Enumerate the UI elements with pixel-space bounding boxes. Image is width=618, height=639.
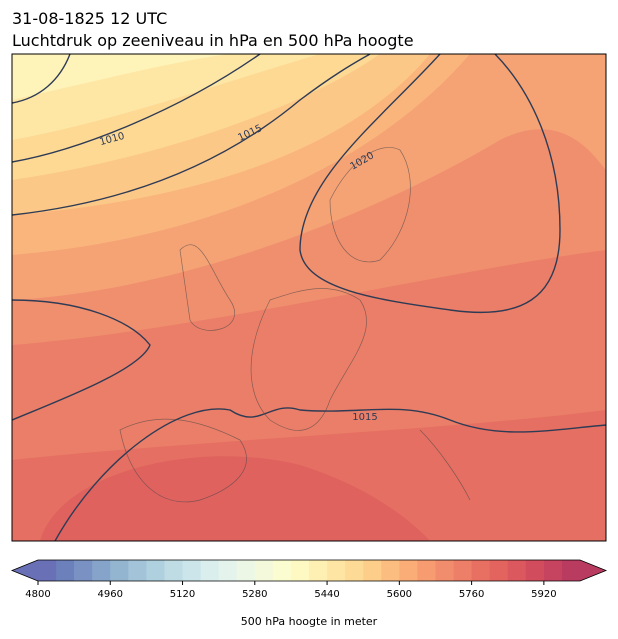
- colorbar-segment: [200, 560, 220, 581]
- colorbar-segment: [363, 560, 382, 581]
- map-frame: [11, 53, 607, 542]
- colorbar-extend-high: [580, 560, 606, 581]
- colorbar-segment: [417, 560, 436, 581]
- colorbar-label: 500 hPa hoogte in meter: [241, 615, 378, 628]
- colorbar-segment: [182, 560, 202, 581]
- colorbar-tick-label: 5760: [459, 589, 484, 600]
- isobar: [12, 54, 71, 104]
- colorbar-segment: [236, 560, 256, 581]
- isobar: [12, 299, 151, 421]
- colorbar-segment: [56, 560, 75, 581]
- colorbar-segment: [92, 560, 111, 581]
- colorbar-tick-label: 5440: [314, 589, 339, 600]
- isobar: [54, 407, 606, 541]
- colorbar-segment: [38, 560, 57, 581]
- map-subtitle: Luchtdruk op zeeniveau in hPa en 500 hPa…: [12, 31, 414, 50]
- colorbar-segment: [525, 560, 545, 581]
- colorbar-outline: [10, 559, 608, 582]
- colorbar-segment: [164, 560, 184, 581]
- colorbar-segment: [327, 560, 346, 581]
- colorbar-tick-label: 5280: [242, 589, 267, 600]
- colorbar-segment: [381, 560, 400, 581]
- colorbar-tick-label: 5920: [531, 589, 556, 600]
- colorbar-segment: [507, 560, 527, 581]
- isobar: [299, 54, 561, 314]
- colorbar-tick-label: 5600: [387, 589, 412, 600]
- map-area: [12, 54, 606, 541]
- colorbar-segment: [74, 560, 93, 581]
- colorbar-segment: [146, 560, 165, 581]
- colorbar-segment: [345, 560, 364, 581]
- colorbar-segment: [435, 560, 455, 581]
- coastline: [119, 147, 471, 503]
- colorbar-segment: [254, 560, 274, 581]
- colorbar-segment: [543, 560, 563, 581]
- colorbar-segment: [128, 560, 147, 581]
- colorbar-segment: [471, 560, 491, 581]
- colorbar-tick-label: 4960: [98, 589, 123, 600]
- colorbar-segment: [399, 560, 418, 581]
- isobar: [12, 54, 261, 163]
- colorbar-segment: [453, 560, 473, 581]
- colorbar-segment: [309, 560, 328, 581]
- colorbar-segment: [272, 560, 292, 581]
- colorbar-tick-label: 4800: [25, 589, 50, 600]
- height-band: [40, 456, 430, 541]
- colorbar-segment: [290, 560, 310, 581]
- colorbar-segment: [561, 560, 581, 581]
- isobar-label: 1015: [352, 412, 377, 423]
- colorbar-segment: [489, 560, 509, 581]
- colorbar-segment: [110, 560, 129, 581]
- colorbar-tick-label: 5120: [170, 589, 195, 600]
- colorbar-segment: [218, 560, 238, 581]
- isobar: [12, 54, 371, 216]
- map-title: 31-08-1825 12 UTC: [12, 9, 167, 28]
- colorbar-extend-low: [12, 560, 38, 581]
